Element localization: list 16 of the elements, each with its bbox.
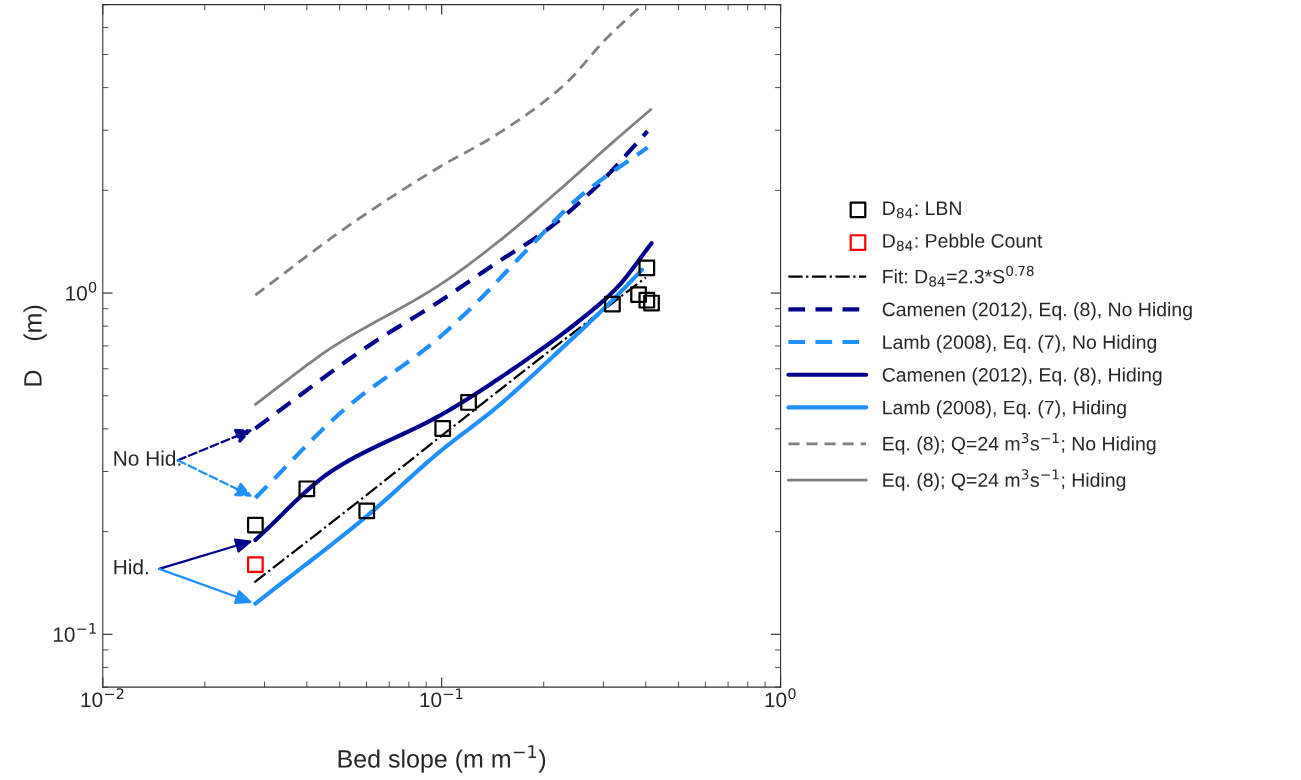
legend-label: Lamb (2008), Eq. (7), Hiding — [883, 400, 1126, 419]
legend-label: Fit: D$_{84}$=2.3*S$^{0.78}$ — [883, 265, 1034, 287]
legend-label: D$_{84}$: LBN — [883, 201, 961, 219]
legend-label: Lamb (2008), Eq. (7), No Hiding — [883, 334, 1157, 353]
annotation: Hid. — [114, 559, 148, 575]
x-tick-label: 10$^{−1}$ — [420, 688, 463, 708]
legend-label: D$_{84}$: Pebble Count — [883, 233, 1043, 251]
y-axis-title: D (m) — [23, 305, 47, 386]
legend-label: Eq. (8); Q=24 m$^{3}$s$^{−1}$; No Hiding — [883, 432, 1156, 455]
legend-label: Camenen (2012), Eq. (8), No Hiding — [882, 302, 1192, 321]
x-tick-label: 10$^{0}$ — [765, 688, 796, 708]
legend-label: Eq. (8); Q=24 m$^{3}$s$^{−1}$; Hiding — [883, 469, 1126, 491]
x-axis-title: Bed slope (m m$^{−1}$) — [338, 745, 546, 773]
legend-label: Camenen (2012), Eq. (8), Hiding — [882, 367, 1162, 386]
x-tick-label: 10$^{−2}$ — [81, 688, 124, 708]
annotation: No Hid. — [114, 450, 181, 466]
